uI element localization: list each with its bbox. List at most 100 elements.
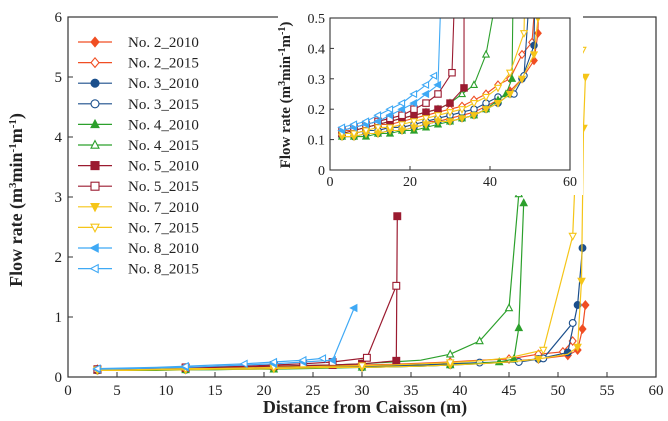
- legend-label: No. 3_2010: [128, 76, 199, 92]
- x-tick-label: 0: [64, 383, 72, 399]
- inset-x-tick-label: 60: [563, 175, 577, 190]
- legend-item: No. 7_2015: [78, 220, 199, 236]
- series-line: [97, 357, 323, 370]
- inset-data-point: [448, 68, 456, 77]
- inset-y-tick-label: 0: [318, 164, 325, 179]
- x-tick-label: 60: [649, 383, 664, 399]
- inset-data-point: [409, 89, 418, 99]
- main-series-group: [92, 46, 590, 376]
- inset-data-point: [397, 99, 406, 108]
- inset-x-tick-label: 40: [483, 175, 497, 190]
- y-axis-label: Flow rate (m3min-1m-1): [6, 113, 27, 287]
- legend-marker: [89, 243, 99, 253]
- inset-data-point: [421, 89, 430, 99]
- data-point: [268, 357, 278, 367]
- data-point: [392, 356, 401, 365]
- data-point: [581, 300, 590, 310]
- inset-data-point: [398, 111, 406, 120]
- y-tick-label: 0: [55, 370, 63, 386]
- data-point: [568, 232, 578, 241]
- data-point: [534, 355, 543, 364]
- inset-y-tick-label: 0.2: [308, 103, 326, 118]
- data-point: [504, 303, 514, 312]
- legend-label: No. 5_2015: [128, 179, 199, 195]
- inset-data-point: [429, 71, 438, 80]
- legend-item: No. 2_2010: [78, 35, 199, 51]
- inset-data-point: [434, 105, 442, 113]
- legend-item: No. 4_2010: [78, 117, 199, 133]
- data-point: [92, 364, 101, 373]
- inset-data-point: [445, 118, 455, 127]
- legend-item: No. 2_2015: [78, 56, 199, 72]
- inset-data-point: [433, 80, 442, 89]
- legend-label: No. 2_2015: [128, 56, 199, 72]
- inset-data-point: [481, 49, 491, 58]
- y-tick-label: 5: [55, 70, 63, 86]
- inset-data-point: [421, 80, 430, 89]
- x-tick-label: 5: [113, 383, 121, 399]
- legend-item: No. 5_2010: [78, 159, 199, 175]
- x-tick-label: 30: [355, 383, 370, 399]
- data-point: [577, 277, 586, 286]
- legend-marker: [90, 139, 100, 149]
- inset-data-point: [337, 123, 346, 132]
- y-tick-label: 1: [55, 310, 63, 326]
- x-tick-label: 50: [551, 383, 566, 399]
- inset-data-point: [457, 106, 467, 114]
- inset-data-point: [469, 112, 479, 120]
- inset-y-tick-label: 0.5: [308, 12, 326, 27]
- legend-marker: [90, 181, 100, 191]
- series-5: [93, 189, 524, 374]
- data-point: [514, 322, 524, 332]
- data-point: [538, 346, 548, 355]
- inset-data-point: [349, 130, 359, 139]
- inset-data-point: [519, 30, 529, 38]
- inset-data-point: [397, 105, 406, 114]
- inset-data-point: [361, 117, 370, 126]
- legend-item: No. 5_2015: [78, 179, 199, 195]
- legend-item: No. 8_2015: [78, 262, 199, 278]
- x-tick-label: 45: [502, 383, 517, 399]
- inset-data-point: [530, 41, 538, 50]
- legend-label: No. 8_2010: [128, 241, 199, 257]
- inset-data-point: [481, 106, 491, 114]
- legend-marker: [90, 99, 100, 109]
- inset-data-point: [505, 69, 515, 78]
- inset-data-point: [493, 100, 503, 108]
- x-tick-label: 20: [257, 383, 272, 399]
- y-tick-label: 6: [55, 10, 63, 26]
- data-point: [519, 198, 529, 207]
- series-11: [92, 354, 327, 373]
- data-point: [573, 343, 582, 352]
- legend-label: No. 7_2015: [128, 220, 199, 236]
- data-point: [239, 359, 248, 369]
- legend-label: No. 7_2010: [128, 200, 199, 216]
- legend-item: No. 4_2015: [78, 138, 199, 154]
- inset-data-point: [385, 111, 394, 120]
- legend: No. 2_2010 No. 2_2015 No. 3_2010 No. 3_2015…: [78, 35, 199, 278]
- x-tick-label: 35: [404, 383, 419, 399]
- x-tick-label: 10: [159, 383, 174, 399]
- inset-data-point: [481, 93, 491, 102]
- inset-data-point: [385, 124, 395, 133]
- inset-data-point: [518, 49, 526, 60]
- legend-marker: [90, 161, 100, 171]
- inset-data-point: [457, 89, 467, 98]
- legend-item: No. 8_2010: [78, 241, 199, 257]
- inset-frame: [329, 17, 571, 171]
- series-6: [93, 212, 402, 374]
- inset-data-point: [529, 51, 539, 60]
- inset-data-point: [421, 115, 431, 124]
- data-point: [362, 353, 371, 362]
- inset-data-point: [505, 90, 515, 99]
- inset-data-point: [373, 124, 383, 133]
- inset-data-point: [373, 117, 382, 126]
- data-point: [180, 361, 189, 371]
- inset-data-point: [517, 75, 527, 84]
- legend-item: No. 3_2015: [78, 97, 199, 113]
- inset-data-point: [409, 99, 418, 108]
- data-point: [578, 324, 587, 334]
- inset-x-tick-label: 0: [327, 175, 334, 190]
- data-point: [445, 359, 455, 368]
- inset-axes: 0 20 40 60 0 0.1 0.2 0.3 0.4 0.5: [308, 12, 578, 190]
